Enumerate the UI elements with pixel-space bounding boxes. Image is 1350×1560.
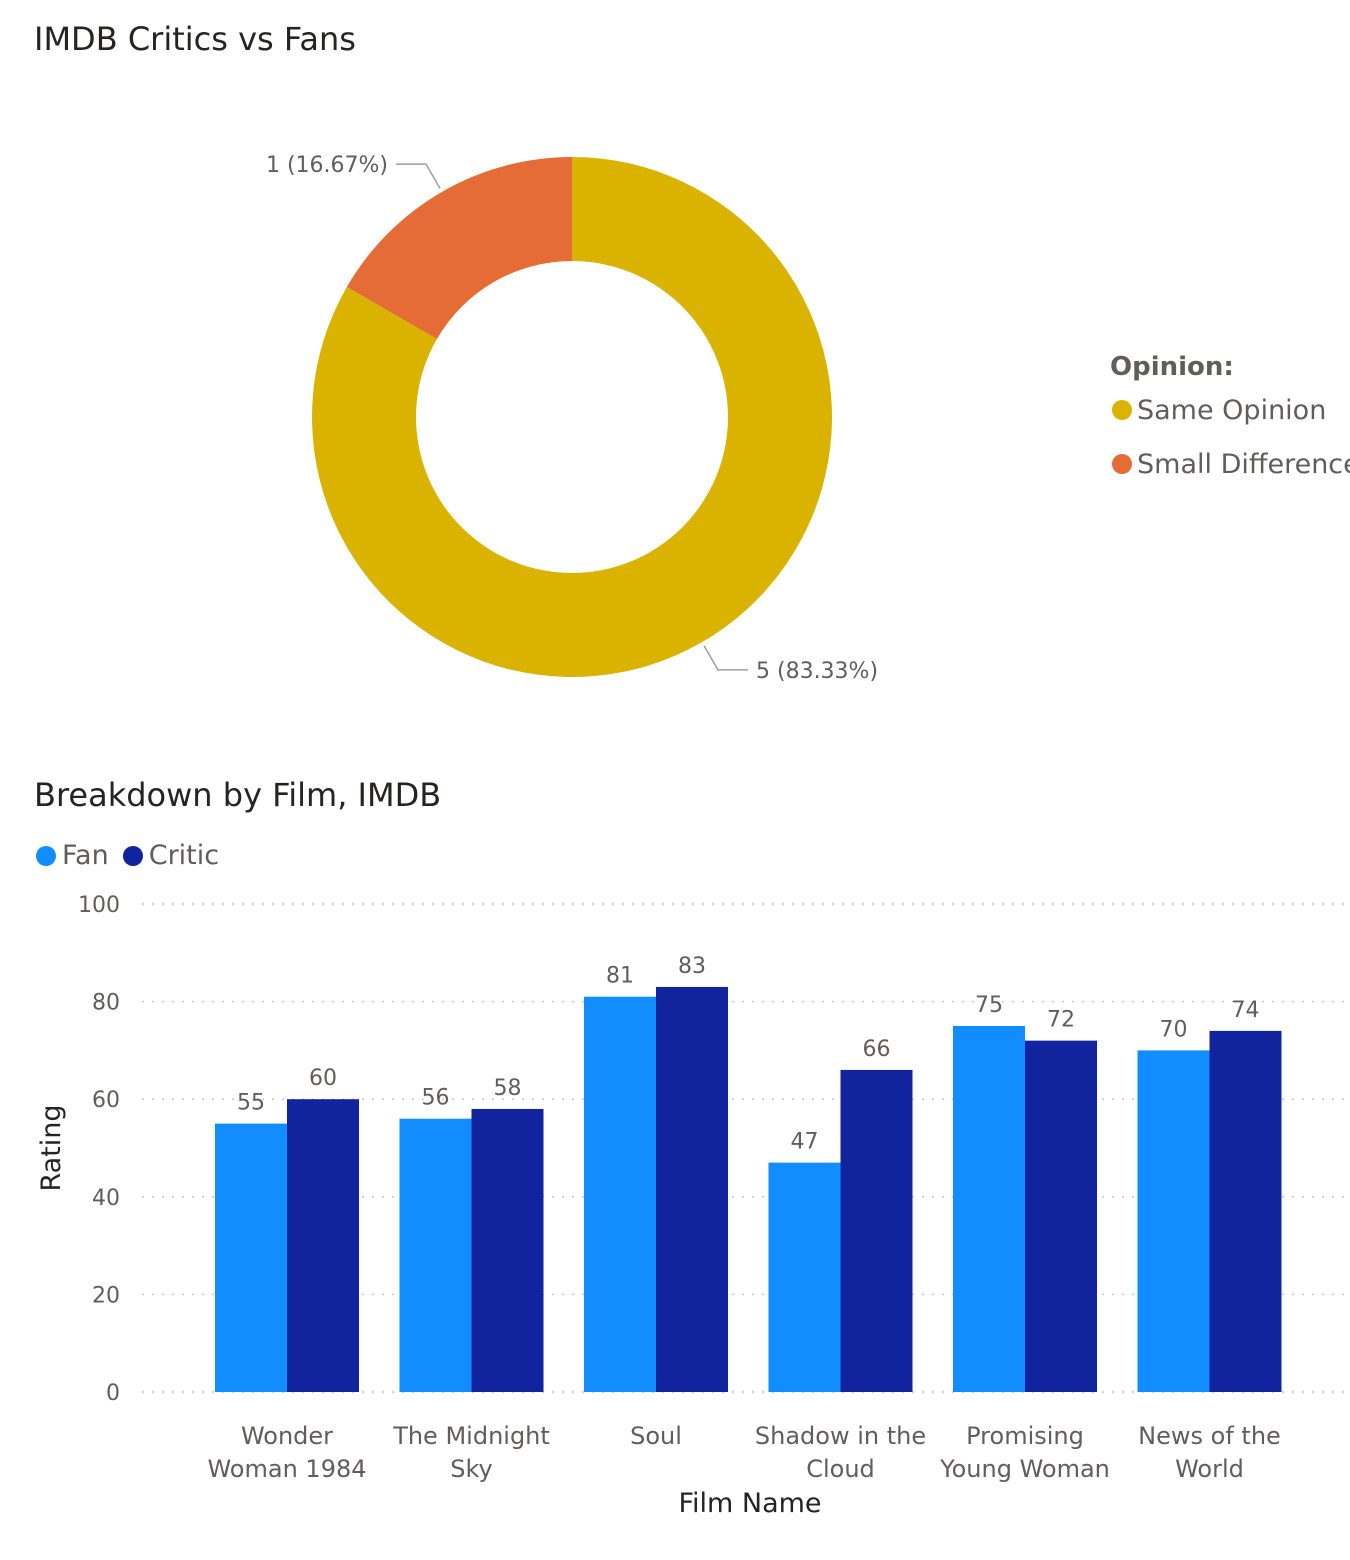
donut-legend-label-same-opinion[interactable]: Same Opinion [1137, 395, 1326, 426]
data-label-fan-the-midnight-sky: 56 [422, 1086, 450, 1111]
data-label-fan-news-of-the-world: 70 [1160, 1017, 1188, 1042]
legend-label-fan: Fan [62, 840, 109, 871]
donut-slice-same-opinion[interactable] [311, 157, 833, 677]
donut-legend-dot-same-opinion [1112, 400, 1132, 420]
donut-leader-line-same-opinion [703, 645, 748, 671]
bar-critic-wonder-woman-1984[interactable] [287, 1099, 359, 1392]
data-label-critic-soul: 83 [678, 954, 706, 979]
data-label-critic-promising-young-woman: 72 [1047, 1008, 1075, 1033]
x-tick-label-promising-young-woman-1: Young Woman [939, 1455, 1110, 1483]
bar-critic-promising-young-woman[interactable] [1025, 1040, 1097, 1392]
donut-legend-title: Opinion: [1110, 352, 1234, 382]
legend-label-critic: Critic [148, 840, 220, 871]
x-tick-label-the-midnight-sky-1: Sky [450, 1455, 492, 1483]
data-label-fan-promising-young-woman: 75 [975, 993, 1003, 1018]
y-tick-label-0: 0 [106, 1381, 120, 1406]
donut-chart-title: IMDB Critics vs Fans [34, 20, 356, 58]
donut-chart-visual: IMDB Critics vs Fans 5 (83.33%) 1 (16.67%… [0, 0, 1350, 740]
bar-fan-news-of-the-world[interactable] [1137, 1050, 1210, 1392]
bar-fan-the-midnight-sky[interactable] [399, 1118, 472, 1392]
x-tick-label-soul-0: Soul [630, 1422, 682, 1450]
legend-dot-fan [36, 845, 56, 866]
donut-legend-label-small-difference[interactable]: Small Difference [1137, 449, 1350, 480]
data-label-critic-news-of-the-world: 74 [1232, 998, 1260, 1023]
data-label-fan-soul: 81 [606, 964, 634, 989]
data-label-critic-the-midnight-sky: 58 [494, 1076, 522, 1101]
data-label-fan-shadow-in-the-cloud: 47 [791, 1130, 819, 1155]
donut-chart: 5 (83.33%) 1 (16.67%) Opinion: Same Opinion… [266, 153, 1350, 684]
y-tick-label-60: 60 [92, 1088, 120, 1113]
bar-fan-shadow-in-the-cloud[interactable] [768, 1162, 841, 1392]
x-tick-label-news-of-the-world-0: News of the [1138, 1422, 1281, 1450]
x-axis-title: Film Name [678, 1488, 821, 1519]
data-label-fan-wonder-woman-1984: 55 [237, 1091, 265, 1116]
x-tick-label-the-midnight-sky-0: The Midnight [392, 1422, 550, 1450]
x-tick-label-news-of-the-world-1: World [1175, 1455, 1244, 1483]
donut-slice-small-difference[interactable] [346, 157, 572, 339]
y-tick-label-20: 20 [92, 1283, 120, 1308]
bar-fan-wonder-woman-1984[interactable] [215, 1123, 287, 1392]
bar-fan-soul[interactable] [584, 996, 656, 1392]
x-tick-label-wonder-woman-1984-0: Wonder [241, 1422, 333, 1450]
donut-data-label-same-opinion: 5 (83.33%) [756, 659, 878, 684]
y-axis-title: Rating [36, 1104, 67, 1191]
donut-leader-line-small-difference [396, 163, 441, 189]
donut-data-label-small-difference: 1 (16.67%) [266, 153, 388, 178]
y-tick-label-80: 80 [92, 991, 120, 1016]
bar-critic-the-midnight-sky[interactable] [471, 1108, 544, 1392]
y-tick-label-40: 40 [92, 1186, 120, 1211]
bar-chart-title: Breakdown by Film, IMDB [34, 776, 442, 814]
x-tick-label-promising-young-woman-0: Promising [966, 1422, 1084, 1450]
bar-fan-promising-young-woman[interactable] [953, 1026, 1025, 1392]
bar-chart-visual: Breakdown by Film, IMDB Fan Critic 0 20 40… [0, 760, 1350, 1560]
data-label-critic-wonder-woman-1984: 60 [309, 1066, 337, 1091]
donut-legend-dot-small-difference [1112, 454, 1132, 474]
data-label-critic-shadow-in-the-cloud: 66 [863, 1037, 891, 1062]
x-tick-label-wonder-woman-1984-1: Woman 1984 [207, 1455, 366, 1483]
bar-critic-shadow-in-the-cloud[interactable] [840, 1069, 913, 1392]
x-tick-label-shadow-in-the-cloud-1: Cloud [806, 1455, 875, 1483]
x-tick-label-shadow-in-the-cloud-0: Shadow in the [755, 1422, 926, 1450]
bar-legend: Fan Critic [36, 840, 233, 871]
legend-item-critic[interactable]: Critic [122, 840, 220, 871]
legend-item-fan[interactable]: Fan [36, 840, 109, 871]
bar-critic-news-of-the-world[interactable] [1209, 1030, 1282, 1392]
legend-dot-critic [122, 845, 143, 866]
bar-chart: 0 20 40 60 80 100 55 60 Wonder Woman 1984 56 58 The … [36, 893, 1345, 1519]
y-tick-label-100: 100 [78, 893, 120, 918]
bar-critic-soul[interactable] [656, 986, 728, 1392]
